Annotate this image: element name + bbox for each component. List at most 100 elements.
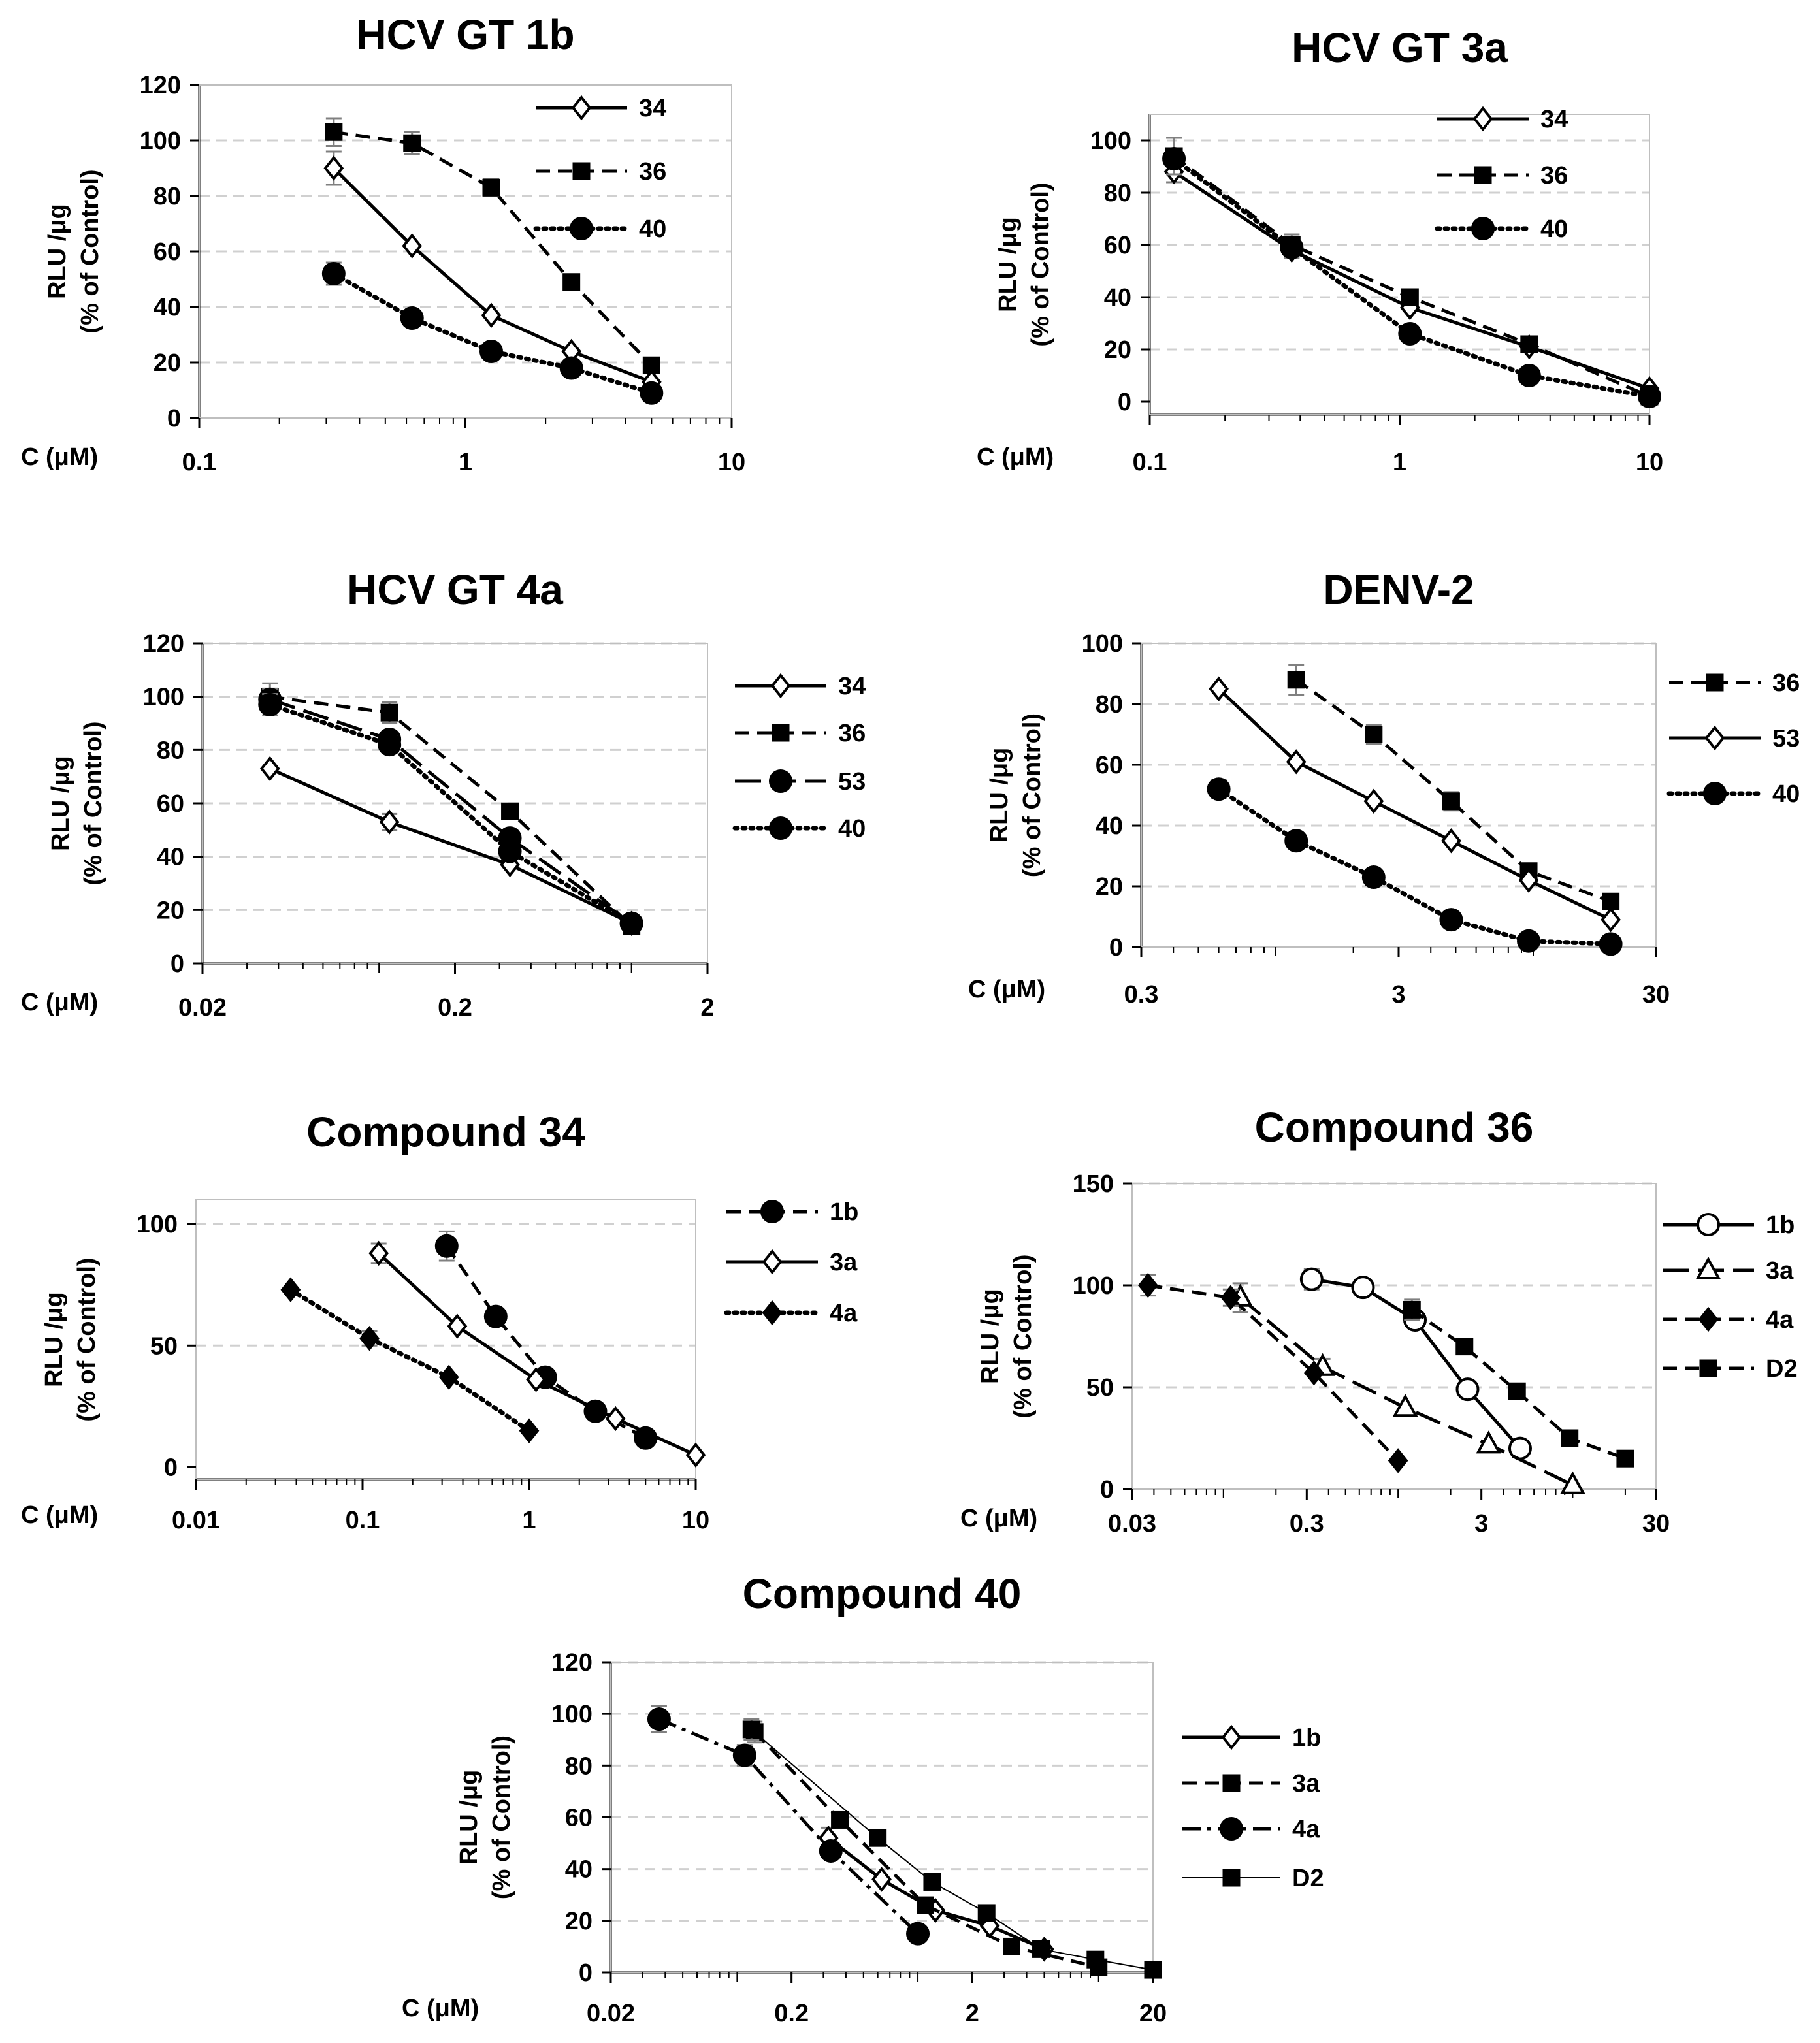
legend-marker (762, 1249, 783, 1275)
x-axis-label: C (μM) (21, 989, 98, 1016)
chart-panel-7: Compound 40 0 20 40 60 80 100 120 0.02 0.2 2 20 C (μ… (402, 1570, 1324, 2027)
legend-marker (769, 816, 792, 840)
data-point (359, 1325, 380, 1351)
legend-marker (1695, 1256, 1721, 1279)
x-tick-label: 0.1 (182, 449, 217, 476)
chart-panel-5: Compound 34 0 50 100 0.01 0.1 1 10 C (μM) RLU /μg… (21, 1108, 858, 1534)
legend-item-34: 34 (735, 673, 866, 700)
y-tick-label: 0 (1118, 389, 1131, 416)
data-point (1351, 1276, 1375, 1300)
chart-panel-2: HCV GT 3a 0 20 40 60 80 100 0.1 1 10 C (μM) RLU /μg… (977, 24, 1663, 476)
series-line (269, 695, 633, 927)
y-tick-label: 40 (565, 1856, 593, 1884)
data-point (685, 1442, 706, 1468)
data-point (1286, 749, 1307, 775)
x-tick-label: 0.02 (587, 2000, 635, 2027)
x-tick-label: 0.02 (178, 994, 227, 1022)
series-line (378, 1252, 697, 1457)
legend-item-36: 36 (1437, 162, 1568, 189)
legend-item-53: 53 (1669, 725, 1800, 752)
data-point (917, 1896, 935, 1914)
y-axis-label: RLU /μg (977, 1289, 1004, 1384)
y-axis-label: (% of Control) (1009, 1254, 1037, 1418)
legend-marker (571, 95, 592, 121)
legend-label: 34 (838, 673, 866, 700)
data-point (1442, 792, 1460, 811)
series-4a (1137, 1272, 1408, 1473)
y-tick-label: 40 (1104, 284, 1131, 312)
data-point (1561, 1429, 1579, 1447)
legend-label: 3a (1292, 1770, 1320, 1797)
y-tick-label: 100 (1090, 127, 1131, 155)
x-tick-label: 2 (700, 994, 714, 1022)
x-tick-label: 10 (718, 449, 745, 476)
data-point (1363, 788, 1384, 814)
series-3a (368, 1240, 706, 1468)
data-point (1401, 288, 1419, 306)
data-point (498, 839, 522, 863)
x-tick-label: 0.03 (1108, 1510, 1156, 1537)
legend-marker (1704, 725, 1725, 751)
data-point (1601, 907, 1621, 933)
data-point (1207, 777, 1231, 801)
x-axis-label: C (μM) (402, 1995, 479, 2022)
data-point (1508, 1382, 1526, 1400)
series-34 (259, 756, 642, 936)
y-tick-label: 80 (565, 1752, 593, 1780)
x-tick-label: 1 (459, 449, 472, 476)
chart-panel-3: HCV GT 4a 0 20 40 60 80 100 120 0.02 0.2 2 C (μM) RL… (21, 566, 866, 1022)
series-line (333, 130, 653, 366)
legend-item-34: 34 (1437, 106, 1568, 133)
data-point (1403, 1300, 1421, 1319)
x-tick-label: 0.2 (774, 2000, 809, 2027)
plot-frame (195, 1199, 696, 1480)
legend-label: 53 (838, 768, 866, 796)
data-point (1638, 385, 1661, 408)
data-point (321, 262, 346, 285)
x-axis-label: C (μM) (21, 443, 98, 471)
x-tick-label: 10 (682, 1507, 709, 1534)
x-axis-label: C (μM) (977, 443, 1054, 471)
legend-item-36: 36 (536, 158, 666, 185)
legend-label: 34 (639, 95, 666, 122)
y-tick-label: 60 (565, 1805, 593, 1832)
data-point (1144, 1961, 1162, 1979)
x-tick-label: 3 (1391, 981, 1405, 1008)
legend-marker (1697, 1213, 1720, 1236)
legend-label: 1b (830, 1198, 858, 1226)
data-point (923, 1873, 941, 1891)
y-tick-label: 40 (157, 844, 184, 871)
y-tick-label: 80 (1096, 691, 1123, 718)
legend-marker (1474, 166, 1492, 184)
y-tick-label: 60 (1096, 752, 1123, 779)
legend-item-40: 40 (1666, 780, 1800, 808)
data-point (1439, 908, 1463, 932)
legend-marker (762, 1300, 783, 1326)
y-tick-label: 100 (143, 684, 184, 711)
y-tick-label: 60 (1104, 232, 1131, 259)
data-point (519, 1418, 540, 1443)
data-point (526, 1367, 546, 1392)
y-tick-label: 80 (1104, 180, 1131, 207)
data-point (831, 1810, 849, 1829)
y-tick-label: 100 (1073, 1272, 1114, 1300)
data-point (379, 809, 400, 835)
data-point (1209, 676, 1229, 701)
data-point (732, 1743, 756, 1767)
x-tick-label: 0.3 (1290, 1510, 1324, 1537)
legend-label: 40 (1772, 780, 1800, 808)
data-point (1517, 364, 1541, 387)
legend-label: 40 (838, 815, 866, 843)
legend-label: 36 (1772, 669, 1800, 697)
data-point (819, 1839, 843, 1863)
series-line (1147, 1283, 1399, 1462)
series-40 (1162, 147, 1661, 408)
x-tick-label: 0.1 (346, 1507, 380, 1534)
y-tick-label: 80 (154, 183, 181, 210)
data-point (977, 1904, 996, 1922)
y-tick-label: 60 (154, 238, 181, 266)
legend-label: 40 (1540, 216, 1568, 243)
legend-label: 36 (639, 158, 666, 185)
legend-marker (1471, 217, 1495, 240)
y-tick-label: 100 (140, 127, 181, 155)
